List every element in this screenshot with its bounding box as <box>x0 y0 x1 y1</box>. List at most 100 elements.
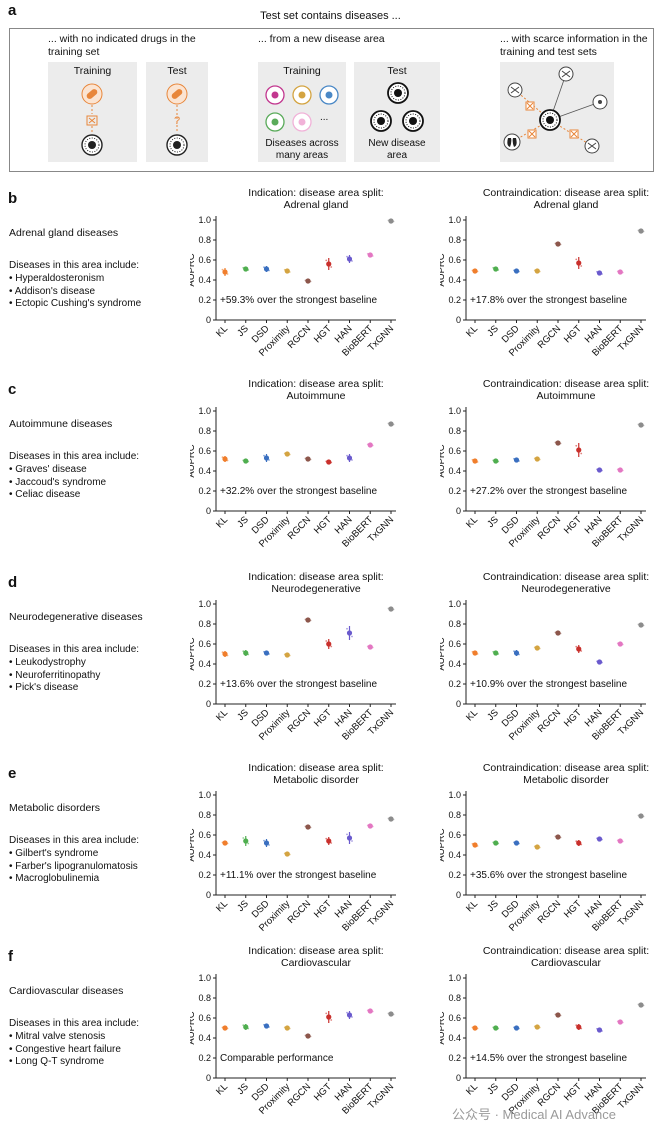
x-tick-label: HGT <box>562 323 584 345</box>
replicate-point <box>330 266 333 268</box>
y-tick-label: 0.6 <box>198 255 211 265</box>
data-point <box>346 630 353 636</box>
x-tick-label: JS <box>485 1081 501 1097</box>
replicate-point <box>346 454 348 457</box>
area-list-item: • Pick's disease <box>9 682 78 695</box>
area-title: Autoimmune diseases <box>9 418 113 430</box>
data-point <box>367 442 373 448</box>
replicate-point <box>346 833 348 836</box>
area-list-item: • Neuroferritinopathy <box>9 670 100 683</box>
group3-caption: ... with scarce information in the train… <box>500 33 648 58</box>
y-tick-label: 0.6 <box>448 1013 461 1023</box>
y-tick-label: 0.8 <box>448 993 461 1003</box>
data-point <box>534 844 540 850</box>
area-list-item-text: Mitral valve stenosis <box>15 1031 106 1042</box>
area-title: Neurodegenerative diseases <box>9 611 143 623</box>
replicate-point <box>346 627 348 630</box>
y-axis-label: AUPRC <box>190 637 197 670</box>
chart-title: Indication: disease area split: <box>248 762 383 774</box>
data-point <box>493 266 499 272</box>
panel-letter: d <box>8 574 18 591</box>
replicate-point <box>351 635 353 638</box>
data-point <box>346 835 353 841</box>
data-point <box>617 1019 623 1025</box>
area-list-item-text: Addison's disease <box>14 285 96 297</box>
x-tick-label: HGT <box>312 323 334 345</box>
area-list-item: • Jaccoud's syndrome <box>9 477 106 490</box>
replicate-point <box>580 265 583 267</box>
y-tick-label: 1.0 <box>198 973 211 983</box>
panel-letter: b <box>8 190 18 207</box>
chart-title: Indication: disease area split: <box>248 945 383 957</box>
bullet-icon: • <box>9 285 15 297</box>
chart-title: Contraindication: disease area split: <box>483 378 649 390</box>
group2-test-box <box>354 62 440 162</box>
x-tick-label: HGT <box>312 707 334 729</box>
auprc-chart: Indication: disease area split:Autoimmun… <box>190 378 396 550</box>
y-tick-label: 0.8 <box>198 426 211 436</box>
x-tick-label: KL <box>214 1081 230 1097</box>
chart-subtitle: Neurodegenerative <box>521 583 610 595</box>
data-point <box>222 840 228 846</box>
area-list-item: • Graves' disease <box>9 464 87 477</box>
y-axis-label: AUPRC <box>190 1011 197 1044</box>
chart-annotation: +32.2% over the strongest baseline <box>220 486 377 497</box>
chart-annotation: +17.8% over the strongest baseline <box>470 295 627 306</box>
chart-annotation: +35.6% over the strongest baseline <box>470 870 627 881</box>
y-tick-label: 0.4 <box>198 466 211 476</box>
data-point <box>596 659 603 665</box>
panel-a-letter: a <box>8 2 17 19</box>
y-tick-label: 0.6 <box>198 639 211 649</box>
group2-left-note: Diseases across many areas <box>265 138 339 161</box>
y-axis-label: AUPRC <box>440 1011 447 1044</box>
area-list-item-text: Farber's lipogranulomatosis <box>15 860 138 872</box>
area-list-item: • Macroglobulinemia <box>9 873 99 886</box>
replicate-point <box>575 258 578 261</box>
disease-icon-gold <box>292 85 312 105</box>
bullet-icon: • <box>9 273 16 284</box>
bullet-icon: • <box>9 848 16 859</box>
y-tick-label: 0.8 <box>448 810 461 820</box>
replicate-point <box>325 1012 328 1015</box>
y-tick-label: 1.0 <box>198 790 211 800</box>
data-point <box>596 836 603 842</box>
y-tick-label: 0 <box>456 506 461 516</box>
replicate-point <box>325 837 328 840</box>
center-disease-icon <box>539 109 561 131</box>
auprc-chart: Contraindication: disease area split:Car… <box>440 945 649 1117</box>
dna-icon-2 <box>507 82 523 98</box>
chart-annotation: +27.2% over the strongest baseline <box>470 486 627 497</box>
y-tick-label: 0.4 <box>198 275 211 285</box>
x-tick-label: RGCN <box>286 898 314 926</box>
x-tick-label: JS <box>235 707 251 723</box>
area-list-item: • Ectopic Cushing's syndrome <box>9 298 141 311</box>
watermark: 公众号 · Medical AI Advance <box>452 1107 617 1122</box>
y-tick-label: 1.0 <box>448 790 461 800</box>
area-list-item: • Celiac disease <box>9 489 80 502</box>
data-point <box>326 261 332 267</box>
data-point <box>284 268 290 274</box>
y-tick-label: 1.0 <box>198 215 211 225</box>
area-list-item-text: Leukodystrophy <box>15 657 86 668</box>
data-point <box>367 252 373 258</box>
test-disease-icon-2 <box>370 110 392 132</box>
area-list-item-text: Congestive heart failure <box>15 1043 121 1055</box>
data-point <box>513 650 520 656</box>
y-tick-label: 1.0 <box>448 973 461 983</box>
test-drug-icon <box>166 83 188 105</box>
panel-a-frame <box>9 28 654 172</box>
auprc-chart: Contraindication: disease area split:Adr… <box>440 187 649 359</box>
x-tick-label: RGCN <box>536 514 564 542</box>
data-point <box>222 1025 228 1031</box>
data-point <box>493 1025 499 1031</box>
x-tick-label: JS <box>235 514 251 530</box>
area-list-item: • Farber's lipogranulomatosis <box>9 861 138 874</box>
auprc-chart: Indication: disease area split:Cardiovas… <box>190 945 396 1117</box>
chart-subtitle: Cardiovascular <box>531 957 602 969</box>
data-point <box>513 457 520 463</box>
area-list-title: Diseases in this area include: <box>9 644 140 655</box>
area-list-item: • Addison's disease <box>9 286 95 299</box>
y-tick-label: 0.2 <box>448 679 461 689</box>
data-point <box>388 606 394 612</box>
data-point <box>222 269 228 275</box>
